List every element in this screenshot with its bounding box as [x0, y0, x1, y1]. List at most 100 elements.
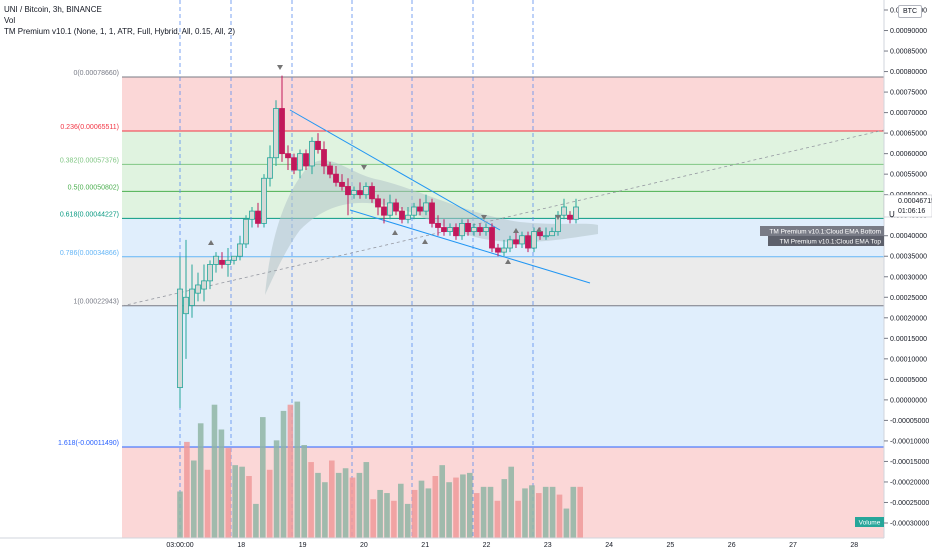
price-axis-label: 0.00030000: [890, 274, 927, 281]
candle-body: [453, 227, 459, 237]
volume-bar: [439, 465, 445, 538]
volume-bar: [370, 499, 376, 538]
price-axis-label: 0.00035000: [890, 254, 927, 261]
volume-bar: [349, 477, 356, 538]
signal-triangle: [277, 65, 283, 70]
price-axis-label: 0.00025000: [890, 295, 927, 302]
price-axis-label: 0.00000000: [890, 397, 927, 404]
volume-bar: [556, 494, 563, 538]
volume-bar: [377, 489, 383, 538]
candle-body: [483, 227, 489, 233]
volume-bar: [467, 472, 473, 538]
candle-body: [261, 177, 267, 224]
volume-label: Volume: [859, 520, 881, 527]
volume-bar: [432, 476, 439, 538]
volume-bar: [329, 460, 335, 538]
signal-triangle: [208, 240, 214, 245]
time-axis-label: 21: [421, 542, 429, 549]
volume-bar: [549, 486, 556, 538]
signal-triangle: [555, 215, 561, 220]
price-axis-label: 0.00075000: [890, 90, 927, 97]
candle-body: [375, 198, 381, 208]
fib-zone: [122, 191, 884, 219]
signal-triangle: [422, 239, 428, 244]
volume-bar: [322, 482, 328, 538]
volume-bar: [204, 469, 211, 538]
currency-badge[interactable]: BTC: [898, 5, 922, 18]
volume-bar: [301, 445, 307, 538]
candle-body: [441, 227, 447, 233]
volume-bar: [570, 486, 577, 538]
price-axis-label: -0.00025000: [890, 500, 929, 507]
candle-body: [309, 140, 315, 167]
candle-body: [405, 214, 411, 220]
volume-indicator-title[interactable]: Vol: [4, 16, 16, 25]
candle-body: [417, 206, 423, 212]
volume-bar: [280, 410, 287, 538]
candle-body: [411, 206, 417, 216]
volume-bar: [494, 500, 501, 538]
time-axis-bg: [0, 538, 884, 550]
volume-bar: [404, 503, 411, 538]
volume-bar: [536, 493, 542, 538]
volume-bar: [542, 486, 549, 538]
current-price-badge: [883, 194, 932, 218]
volume-bar: [563, 508, 570, 538]
signal-triangle: [505, 259, 511, 264]
candle-body: [495, 247, 501, 253]
volume-bar: [384, 493, 390, 538]
candle-body: [387, 202, 393, 216]
price-axis-bg: [884, 0, 932, 550]
volume-bar: [363, 462, 370, 538]
volume-bar: [294, 401, 301, 538]
candle-body: [561, 206, 567, 216]
candle-body: [327, 165, 333, 175]
price-axis-label: 0.00010000: [890, 356, 927, 363]
fib-level-label: 0.382(0.00057376): [60, 157, 119, 164]
candle-body: [369, 186, 375, 200]
price-axis-label: 0.00080000: [890, 69, 927, 76]
candle-body: [207, 264, 213, 282]
candle-body: [357, 190, 363, 196]
signal-triangle: [513, 228, 519, 233]
candle-body: [351, 190, 357, 196]
volume-bar: [418, 480, 425, 538]
candle-body: [303, 153, 309, 167]
candle-body: [435, 223, 441, 228]
time-axis-label: 20: [360, 542, 368, 549]
volume-bar: [342, 468, 349, 538]
candle-body: [273, 108, 279, 159]
volume-bar: [177, 491, 183, 538]
candle-body: [237, 243, 243, 257]
price-axis-label: -0.00030000: [890, 521, 929, 528]
fib-zone: [122, 164, 884, 192]
fib-level-label: 0(0.00078660): [73, 70, 119, 77]
candle-body: [339, 181, 345, 187]
time-axis-label: 03:00:00: [166, 542, 193, 549]
candle-body: [333, 173, 339, 183]
candle-body: [231, 255, 237, 261]
price-axis-label: 0.00065000: [890, 131, 927, 138]
time-axis-label: 23: [544, 542, 552, 549]
fib-level-label: 0.786(0.00034866): [60, 250, 119, 257]
candle-body: [249, 210, 255, 220]
volume-bar: [411, 489, 418, 538]
candle-body: [267, 157, 273, 179]
candle-body: [345, 186, 351, 196]
price-axis-label: 0.00070000: [890, 110, 927, 117]
price-axis-label: 0.00055000: [890, 172, 927, 179]
tm-premium-indicator-title[interactable]: TM Premium v10.1 (None, 1, 1, ATR, Full,…: [4, 27, 236, 36]
fib-zone: [122, 77, 884, 132]
price-axis-label: 0.00005000: [890, 377, 927, 384]
volume-bar: [266, 469, 273, 538]
price-axis-label: -0.00020000: [890, 479, 929, 486]
signal-triangle: [361, 165, 367, 170]
current-price-label: 0.00046715: [898, 198, 932, 205]
price-axis-letter: U: [889, 210, 895, 219]
candle-body: [399, 210, 405, 220]
time-axis-label: 24: [605, 542, 613, 549]
symbol-title[interactable]: UNI / Bitcoin, 3h, BINANCE: [4, 5, 102, 14]
candle-body: [471, 227, 477, 233]
